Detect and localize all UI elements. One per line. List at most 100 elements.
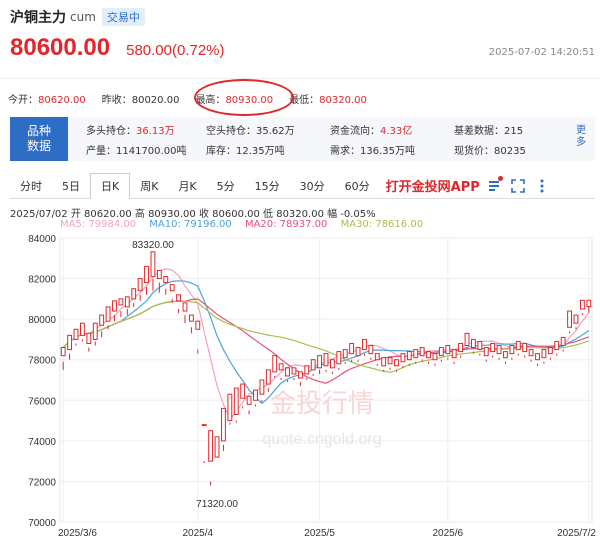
contract-code: cum bbox=[70, 10, 96, 24]
tab-5day[interactable]: 5日 bbox=[62, 179, 80, 193]
basis-data: 基差数据：215 bbox=[454, 126, 524, 137]
candle-body bbox=[413, 349, 419, 359]
last-price: 80600.00 bbox=[10, 34, 111, 61]
open-app-link[interactable]: 打开金投网APP bbox=[385, 180, 480, 195]
strategy-icon[interactable] bbox=[484, 175, 504, 196]
extreme-label: 83320.00 bbox=[132, 240, 174, 251]
candle-body bbox=[387, 357, 393, 365]
candle-body bbox=[547, 347, 553, 355]
y-tick-label: 76000 bbox=[28, 396, 56, 407]
candle-body bbox=[265, 369, 271, 385]
candle-body bbox=[317, 355, 323, 369]
candle-body bbox=[99, 314, 105, 326]
candle-body bbox=[522, 342, 528, 353]
candle-body bbox=[60, 347, 66, 357]
more-link[interactable]: 更多 bbox=[576, 125, 586, 148]
candle-body bbox=[541, 349, 547, 359]
short-position: 空头持仓：35.62万 bbox=[206, 126, 295, 137]
demand-stat: 需求：136.35万吨 bbox=[330, 146, 415, 157]
y-tick-label: 72000 bbox=[28, 477, 56, 488]
tab-timeshare[interactable]: 分时 bbox=[20, 179, 42, 193]
x-tick-label: 2025/4 bbox=[183, 528, 214, 539]
variety-info-panel: 品种 数据 多头持仓：36.13万 空头持仓：35.62万 资金流向：4.33亿 … bbox=[10, 117, 595, 161]
y-tick-label: 82000 bbox=[28, 275, 56, 286]
tab-weekly-k[interactable]: 周K bbox=[140, 179, 159, 193]
candle-body bbox=[105, 306, 111, 322]
candle-body bbox=[201, 424, 207, 427]
candle-body bbox=[470, 338, 476, 349]
ma30-legend: MA30: 78616.00 bbox=[340, 219, 424, 230]
y-tick-label: 84000 bbox=[28, 234, 56, 245]
candle-body bbox=[458, 342, 464, 353]
candle-body bbox=[156, 269, 162, 280]
low-stat: 最低：80320.00 bbox=[289, 95, 367, 106]
chart-ohlc-header: 2025/07/02 开 80620.00 高 80930.00 收 80600… bbox=[10, 209, 376, 220]
candle-body bbox=[374, 353, 380, 361]
candle-body bbox=[573, 314, 579, 324]
high-highlight-oval bbox=[194, 79, 294, 116]
candle-body bbox=[503, 351, 508, 359]
variety-info-grid: 多头持仓：36.13万 空头持仓：35.62万 资金流向：4.33亿 基差数据：… bbox=[86, 122, 566, 158]
fullscreen-icon[interactable] bbox=[508, 176, 528, 196]
output-stat: 产量：1141700.00吨 bbox=[86, 146, 187, 157]
more-vertical-icon[interactable] bbox=[532, 176, 552, 196]
candle-body bbox=[259, 379, 265, 395]
candle-body bbox=[144, 265, 149, 284]
candle-body bbox=[291, 367, 297, 375]
variety-data-tag[interactable]: 品种 数据 bbox=[10, 117, 68, 161]
candle-body bbox=[432, 353, 438, 361]
candle-body bbox=[169, 284, 175, 292]
candle-body bbox=[195, 320, 201, 330]
candle-body bbox=[131, 288, 137, 300]
candle-body bbox=[285, 367, 290, 377]
contract-name: 沪铜主力 bbox=[10, 10, 66, 26]
price-change: 580.00(0.72%) bbox=[126, 42, 225, 59]
candle-body bbox=[182, 302, 188, 312]
tab-15min[interactable]: 15分 bbox=[254, 179, 280, 193]
candle-body bbox=[86, 332, 92, 344]
tab-30min[interactable]: 30分 bbox=[299, 179, 325, 193]
fund-flow: 资金流向：4.33亿 bbox=[330, 126, 413, 137]
candle-body bbox=[323, 353, 329, 367]
candle-body bbox=[419, 347, 425, 357]
candle-body bbox=[349, 342, 355, 355]
candle-body bbox=[509, 345, 515, 355]
candle-body bbox=[336, 351, 342, 365]
y-tick-label: 70000 bbox=[28, 518, 56, 529]
price-row: 80600.00 580.00(0.72%) 2025-07-02 14:20:… bbox=[10, 34, 595, 66]
tab-5min[interactable]: 5分 bbox=[216, 179, 235, 193]
candle-body bbox=[304, 365, 310, 375]
candle-body bbox=[329, 359, 335, 369]
candlestick-chart[interactable]: 70000 72000 74000 76000 78000 80000 82000 84000… bbox=[0, 230, 600, 542]
y-tick-label: 78000 bbox=[28, 356, 56, 367]
tab-daily-k[interactable]: 日K bbox=[90, 172, 131, 199]
x-tick-label: 2025/5 bbox=[304, 528, 335, 539]
candle-body bbox=[355, 347, 361, 357]
candle-body bbox=[246, 395, 252, 405]
candle-body bbox=[451, 349, 457, 359]
ma20-legend: MA20: 78937.00 bbox=[244, 219, 328, 230]
candle-body bbox=[406, 351, 412, 361]
candle-body bbox=[214, 436, 220, 458]
tab-monthly-k[interactable]: 月K bbox=[178, 179, 197, 193]
candle-body bbox=[381, 357, 387, 367]
watermark-url: quote.cngold.org bbox=[262, 431, 381, 448]
open-stat: 今开：80620.00 bbox=[8, 95, 86, 106]
ma5-legend: MA5: 79984.00 bbox=[60, 219, 137, 230]
candle-body bbox=[124, 296, 130, 308]
candle-body bbox=[297, 371, 303, 379]
stats-row: 今开：80620.00 昨收：80020.00 最高：80930.00 最低：8… bbox=[8, 91, 598, 107]
watermark-text: 金投行情 bbox=[270, 389, 374, 419]
stock-stat: 库存：12.35万吨 bbox=[206, 146, 285, 157]
tab-60min[interactable]: 60分 bbox=[344, 179, 370, 193]
candle-body bbox=[554, 340, 560, 351]
x-tick-label: 2025/3/6 bbox=[58, 528, 97, 539]
y-tick-label: 80000 bbox=[28, 315, 56, 326]
quote-time: 2025-07-02 14:20:51 bbox=[488, 47, 595, 58]
extreme-label: 71320.00 bbox=[196, 499, 238, 510]
candle-body bbox=[400, 353, 406, 363]
candle-body bbox=[362, 338, 367, 351]
candle-body bbox=[253, 389, 258, 401]
trading-status-badge: 交易中 bbox=[101, 8, 145, 26]
y-tick-label: 74000 bbox=[28, 437, 56, 448]
